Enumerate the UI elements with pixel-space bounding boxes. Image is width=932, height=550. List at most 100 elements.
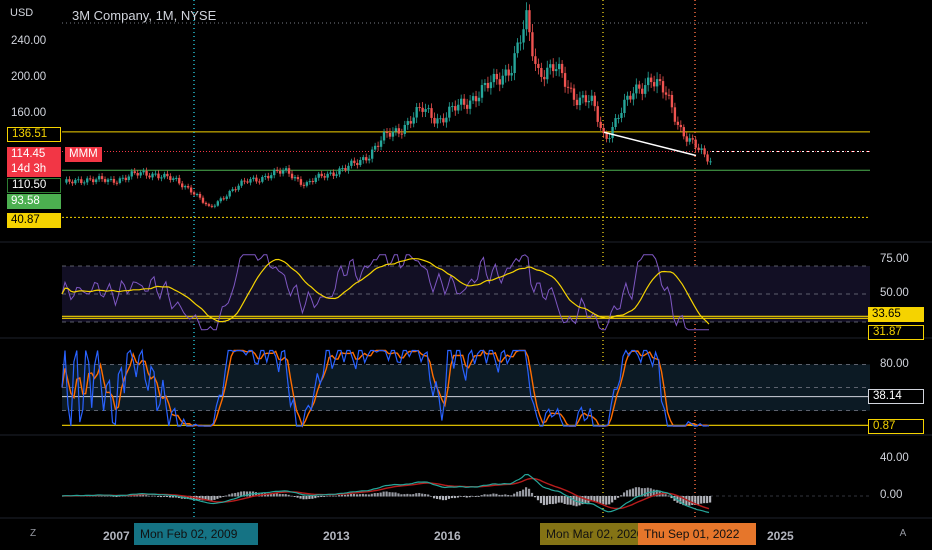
candle-body [504, 69, 507, 76]
candle-body [237, 185, 240, 190]
candle-body [614, 118, 617, 128]
macd-histogram-bar [204, 496, 207, 501]
macd-histogram-bar [554, 496, 557, 504]
macd-histogram-bar [590, 496, 593, 502]
macd-histogram-bar [441, 496, 445, 501]
candle-body [127, 176, 130, 181]
macd-histogram-bar [495, 493, 498, 497]
candle-body [183, 186, 187, 188]
candle-body [605, 133, 608, 139]
macd-histogram-bar [409, 494, 412, 497]
candle-body [338, 168, 341, 175]
candle-body [124, 177, 127, 181]
macd-histogram-bar [400, 494, 403, 497]
candle-body [661, 81, 665, 93]
macd-histogram-bar [151, 495, 154, 497]
zoom-icon[interactable]: Z [29, 528, 37, 539]
macd-histogram-bar [682, 496, 685, 506]
candle-body [219, 198, 222, 202]
candle-body [293, 177, 297, 179]
candle-body [664, 92, 668, 95]
candle-body [89, 178, 92, 180]
auto-scale-icon[interactable]: A [899, 528, 907, 539]
macd-histogram-bar [614, 496, 617, 500]
candle-body [270, 175, 273, 179]
candle-body [112, 178, 116, 183]
candle-body [623, 99, 626, 113]
macd-histogram-bar [136, 494, 139, 497]
candle-body [353, 160, 356, 163]
candle-body [151, 173, 154, 178]
candle-body [436, 118, 439, 124]
macd-histogram-bar [370, 493, 373, 497]
candle-body [486, 82, 490, 89]
candle-body [252, 177, 255, 180]
symbol-title[interactable]: 3M Company, 1M, NYSE [72, 8, 217, 23]
candle-body [626, 95, 629, 100]
macd-histogram-bar [174, 496, 177, 498]
macd-histogram-bar [560, 496, 563, 503]
candle-body [115, 182, 119, 184]
macd-histogram-bar [611, 496, 614, 503]
macd-histogram-bar [118, 496, 121, 497]
candle-body [94, 179, 98, 183]
candle-body [317, 173, 320, 178]
candle-body [278, 171, 282, 174]
macd-histogram-bar [308, 496, 311, 499]
candle-body [359, 160, 362, 166]
macd-histogram-bar [237, 492, 240, 497]
macd-tick: 0.00 [880, 489, 903, 501]
candle-body [647, 77, 650, 86]
macd-histogram-bar [700, 496, 703, 504]
candle-body [418, 107, 421, 109]
candle-body [290, 173, 294, 179]
candle-body [492, 73, 496, 83]
candle-body [275, 169, 279, 172]
candle-body [323, 176, 326, 178]
candle-body [264, 175, 267, 177]
stoch-value-label: 38.14 [868, 389, 924, 404]
macd-histogram-bar [504, 494, 507, 497]
stoch-low-label: 0.87 [868, 419, 924, 434]
last-price-label: 114.45 [7, 147, 61, 162]
macd-histogram-bar [201, 496, 204, 501]
candle-body [326, 173, 329, 178]
candle-body [409, 121, 412, 124]
macd-histogram-bar [228, 494, 231, 497]
candle-body [234, 189, 237, 191]
macd-histogram-bar [373, 493, 376, 497]
candle-body [448, 106, 451, 118]
candle-body [611, 127, 614, 139]
candle-body [697, 147, 700, 150]
candle-body [216, 201, 220, 206]
macd-histogram-bar [599, 496, 602, 504]
macd-histogram-bar [507, 494, 510, 497]
macd-histogram-bar [421, 493, 424, 497]
macd-histogram-bar [489, 494, 492, 497]
macd-histogram-bar [296, 496, 299, 498]
candle-body [376, 145, 380, 147]
macd-histogram-bar [578, 496, 581, 506]
candle-body [560, 63, 564, 74]
candle-body [403, 124, 406, 134]
candle-body [522, 29, 525, 43]
candle-body [118, 178, 122, 183]
macd-histogram-bar [207, 496, 210, 501]
symbol-badge[interactable]: MMM [65, 147, 102, 162]
macd-histogram-bar [269, 493, 272, 497]
candle-body [412, 117, 415, 124]
candle-body [142, 170, 145, 173]
candle-body [590, 95, 593, 101]
candle-body [516, 42, 519, 54]
macd-histogram-bar [492, 493, 495, 497]
macd-histogram-bar [272, 493, 275, 497]
macd-histogram-bar [483, 494, 486, 497]
candle-body [638, 84, 641, 89]
macd-histogram-bar [254, 492, 258, 497]
macd-histogram-bar [661, 492, 664, 497]
macd-histogram-bar [364, 494, 367, 497]
macd-histogram-bar [335, 495, 338, 497]
candle-body [172, 178, 175, 180]
macd-histogram-bar [385, 491, 388, 497]
